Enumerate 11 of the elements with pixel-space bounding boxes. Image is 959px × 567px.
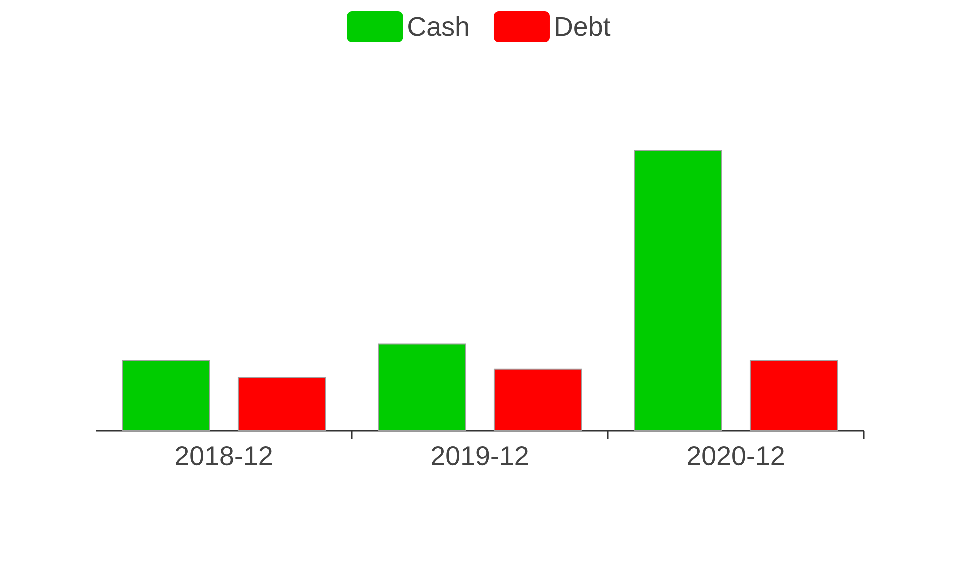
bar	[634, 150, 722, 432]
bar	[494, 368, 582, 432]
x-tick-label: 2018-12	[176, 446, 272, 466]
bar	[750, 360, 838, 432]
x-tick-label: 2019-12	[432, 446, 528, 466]
legend-label: Debt	[556, 16, 611, 36]
bar	[238, 377, 326, 432]
x-tick-label: 2020-12	[688, 446, 784, 466]
bar	[122, 360, 210, 432]
bar	[378, 344, 466, 432]
legend-label: Cash	[408, 16, 468, 36]
